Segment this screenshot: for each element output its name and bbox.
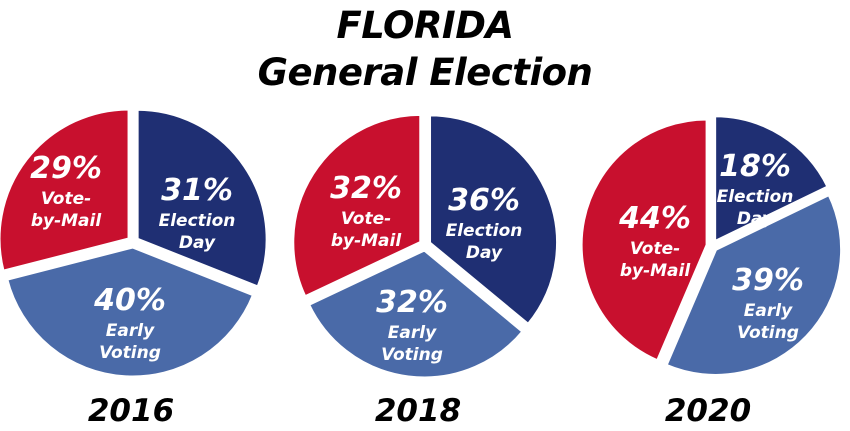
pie-slice-2018-vbm: [291, 112, 423, 299]
slice-label-2020-vbm: by-Mail: [620, 261, 692, 281]
slice-label-2016-early: Voting: [99, 343, 161, 363]
slice-label-2016-vbm: Vote-: [41, 189, 91, 209]
pie-slice-2020-vbm: [579, 117, 709, 363]
slice-percent-2018-election-day: 36%: [448, 183, 520, 218]
slice-label-2018-election-day: Election: [446, 221, 523, 241]
pie-slice-2020-early: [664, 192, 844, 377]
slice-label-2018-early: Voting: [381, 345, 443, 365]
slice-percent-2020-vbm: 44%: [618, 201, 691, 236]
slice-percent-2020-early: 39%: [732, 263, 804, 298]
slice-label-2016-vbm: by-Mail: [31, 211, 103, 231]
slice-label-2020-election-day: Day: [737, 209, 774, 229]
slice-label-2020-early: Voting: [737, 323, 799, 343]
slice-percent-2016-early: 40%: [93, 283, 166, 318]
slice-label-2018-election-day: Day: [466, 243, 503, 263]
slice-label-2016-early: Early: [106, 321, 155, 341]
slice-label-2020-election-day: Election: [717, 187, 794, 207]
chart-title: FLORIDA: [336, 4, 514, 47]
slice-percent-2016-election-day: 31%: [161, 173, 233, 208]
year-label-2018: 2018: [374, 393, 462, 429]
slice-label-2018-vbm: Vote-: [341, 209, 391, 229]
slice-label-2016-election-day: Election: [159, 211, 236, 231]
slice-label-2020-early: Early: [744, 301, 793, 321]
pie-slice-2016-election-day: [135, 107, 269, 289]
chart-subtitle: General Election: [257, 51, 593, 94]
slice-percent-2018-vbm: 32%: [330, 171, 402, 206]
slice-label-2020-vbm: Vote-: [630, 239, 680, 259]
pie-slice-2018-election-day: [428, 113, 559, 327]
pie-slice-2020-election-day: [713, 114, 831, 245]
year-label-2020: 2020: [664, 393, 752, 429]
slice-percent-2020-election-day: 18%: [719, 149, 791, 184]
slice-label-2016-election-day: Day: [179, 233, 216, 253]
year-label-2016: 2016: [87, 393, 175, 429]
pie-slice-2016-early: [4, 245, 256, 379]
pie-slice-2016-vbm: [0, 107, 131, 274]
slice-label-2018-vbm: by-Mail: [331, 231, 403, 251]
slice-percent-2016-vbm: 29%: [30, 151, 102, 186]
pie-slice-2018-early: [306, 248, 526, 380]
slice-label-2018-early: Early: [388, 323, 437, 343]
slice-percent-2018-early: 32%: [376, 285, 448, 320]
